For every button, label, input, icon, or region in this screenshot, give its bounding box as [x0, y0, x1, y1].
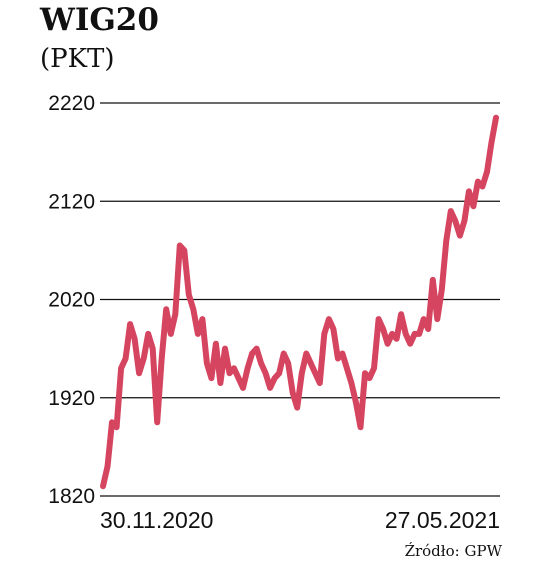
- source-note: Źródło: GPW: [404, 542, 502, 560]
- series-line: [100, 114, 499, 490]
- x-tick-label: 30.11.2020: [100, 507, 213, 533]
- y-tick-label: 2120: [48, 190, 95, 213]
- y-tick-label: 2020: [48, 289, 95, 312]
- chart-subtitle: (PKT): [40, 44, 115, 74]
- chart-title: WIG20: [40, 2, 159, 38]
- x-tick-label: 27.05.2021: [385, 507, 500, 533]
- series-layer: [100, 114, 499, 490]
- x-axis-ticks: 30.11.2020 27.05.2021: [100, 507, 500, 533]
- y-tick-label: 1820: [48, 485, 95, 508]
- y-tick-label: 1920: [48, 387, 95, 410]
- y-tick-label: 2220: [48, 92, 95, 115]
- y-axis-ticks: 2220 2120 2020 1920 1820: [48, 92, 95, 508]
